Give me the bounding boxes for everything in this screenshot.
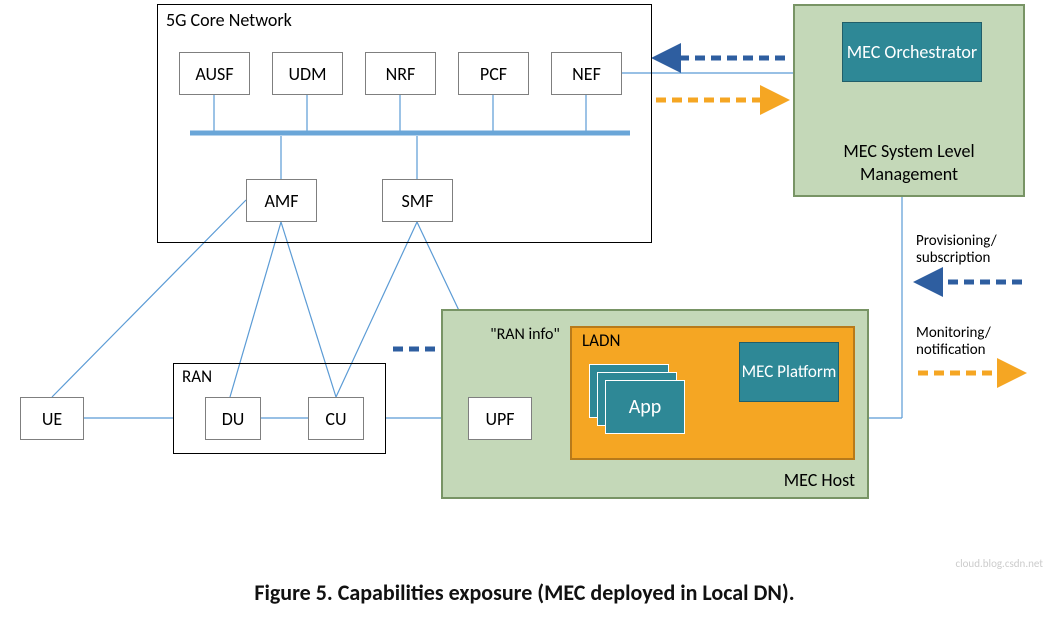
nef-label: NEF bbox=[572, 63, 601, 85]
upf-node: UPF bbox=[468, 397, 532, 440]
smf-label: SMF bbox=[402, 190, 434, 212]
udm-node: UDM bbox=[272, 52, 343, 95]
ue-label: UE bbox=[42, 408, 62, 430]
nef-node: NEF bbox=[551, 52, 622, 95]
app-node: App bbox=[605, 380, 685, 434]
mec-orchestrator-label: MEC Orchestrator bbox=[847, 42, 977, 63]
du-label: DU bbox=[222, 408, 245, 430]
diagram-canvas: 5G Core Network MEC System Level Managem… bbox=[0, 0, 1049, 634]
du-node: DU bbox=[205, 397, 261, 440]
mec-platform-label: MEC Platform bbox=[742, 362, 837, 382]
pcf-label: PCF bbox=[480, 63, 507, 85]
ue-node: UE bbox=[20, 397, 84, 440]
pcf-node: PCF bbox=[458, 52, 529, 95]
legend-provisioning: Provisioning/ subscription bbox=[916, 230, 1036, 270]
amf-node: AMF bbox=[246, 179, 317, 222]
ran-label: RAN bbox=[182, 366, 212, 387]
ausf-node: AUSF bbox=[179, 52, 250, 95]
nrf-node: NRF bbox=[365, 52, 436, 95]
amf-label: AMF bbox=[264, 190, 298, 212]
mec-platform-node: MEC Platform bbox=[739, 342, 839, 402]
cu-label: CU bbox=[325, 408, 346, 430]
watermark-text: cloud.blog.csdn.net bbox=[955, 557, 1043, 570]
core-network-label: 5G Core Network bbox=[166, 9, 292, 31]
mec-system-label: MEC System Level Management bbox=[795, 140, 1023, 185]
mec-orchestrator-node: MEC Orchestrator bbox=[842, 22, 982, 82]
ladn-label: LADN bbox=[582, 330, 620, 351]
ran-info-label: "RAN info" bbox=[475, 324, 575, 344]
udm-label: UDM bbox=[288, 63, 326, 85]
nrf-label: NRF bbox=[386, 63, 416, 85]
upf-label: UPF bbox=[485, 408, 514, 430]
app-label: App bbox=[629, 395, 662, 419]
cu-node: CU bbox=[308, 397, 364, 440]
legend-monitoring: Monitoring/ notification bbox=[916, 322, 1036, 362]
figure-caption: Figure 5. Capabilities exposure (MEC dep… bbox=[0, 572, 1049, 612]
smf-node: SMF bbox=[382, 179, 453, 222]
mec-host-label: MEC Host bbox=[784, 469, 855, 491]
ausf-label: AUSF bbox=[195, 63, 233, 85]
